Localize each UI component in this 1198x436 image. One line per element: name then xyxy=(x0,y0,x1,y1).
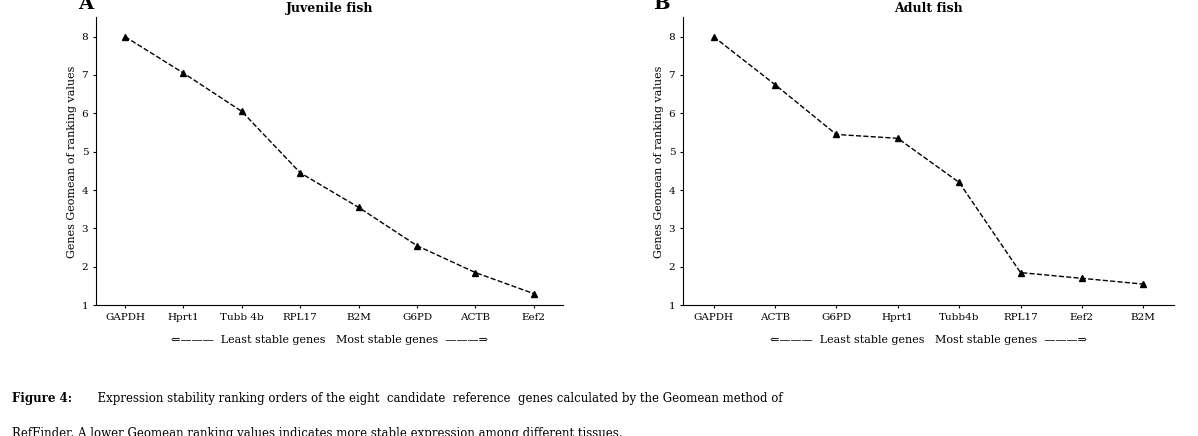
Title: Adult fish: Adult fish xyxy=(894,2,963,15)
Text: ⇐———  Least stable genes   Most stable genes  ———⇒: ⇐——— Least stable genes Most stable gene… xyxy=(171,335,488,345)
Text: Figure 4:: Figure 4: xyxy=(12,392,72,405)
Y-axis label: Genes Geomean of ranking values: Genes Geomean of ranking values xyxy=(67,65,78,258)
Text: ⇐———  Least stable genes   Most stable genes  ———⇒: ⇐——— Least stable genes Most stable gene… xyxy=(770,335,1087,345)
Text: Expression stability ranking orders of the eight  candidate  reference  genes ca: Expression stability ranking orders of t… xyxy=(90,392,782,405)
Title: Juvenile fish: Juvenile fish xyxy=(285,2,374,15)
Y-axis label: Genes Geomean of ranking values: Genes Geomean of ranking values xyxy=(654,65,665,258)
Text: A: A xyxy=(78,0,93,13)
Text: B: B xyxy=(653,0,670,13)
Text: RefFinder. A lower Geomean ranking values indicates more stable expression among: RefFinder. A lower Geomean ranking value… xyxy=(12,427,623,436)
